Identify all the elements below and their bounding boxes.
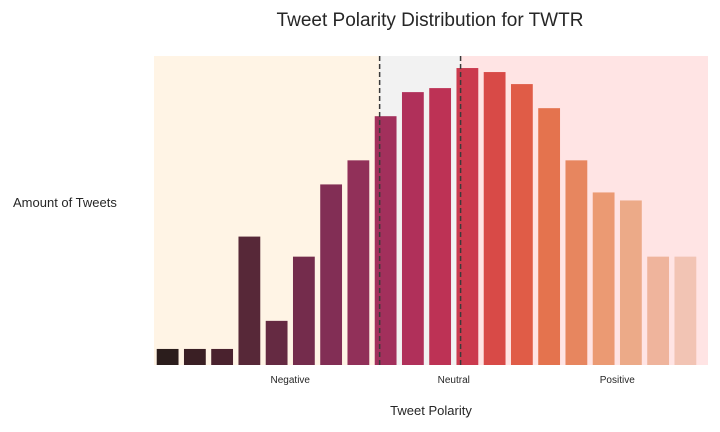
bar-1 — [183, 348, 206, 365]
y-axis-label: Amount of Tweets — [13, 195, 117, 210]
bar-5 — [292, 256, 315, 365]
chart-title: Tweet Polarity Distribution for TWTR — [276, 10, 584, 31]
bar-8 — [374, 116, 397, 366]
bar-11 — [456, 68, 479, 365]
region-negative — [154, 56, 380, 365]
x-axis-label: Tweet Polarity — [390, 403, 472, 418]
x-ticks-layer: Negative Neutral Positive — [271, 375, 636, 386]
bar-9 — [401, 92, 424, 365]
x-tick-label-neutral: Neutral — [438, 375, 470, 386]
bar-7 — [347, 160, 370, 365]
bar-0 — [156, 348, 179, 365]
bar-2 — [211, 348, 234, 365]
x-tick-label-positive: Positive — [600, 375, 635, 386]
bar-6 — [320, 184, 343, 365]
bar-12 — [483, 72, 506, 366]
bar-17 — [619, 200, 642, 365]
bar-4 — [265, 320, 288, 365]
bar-18 — [647, 256, 670, 365]
bar-13 — [510, 84, 533, 365]
bar-14 — [538, 108, 561, 366]
bar-15 — [565, 160, 588, 365]
bar-16 — [592, 192, 615, 365]
bar-19 — [674, 256, 697, 365]
bar-3 — [238, 236, 261, 365]
bars-layer — [156, 68, 697, 366]
bar-10 — [429, 88, 452, 366]
x-tick-label-negative: Negative — [271, 375, 311, 386]
threshold-lines-layer — [378, 56, 462, 365]
